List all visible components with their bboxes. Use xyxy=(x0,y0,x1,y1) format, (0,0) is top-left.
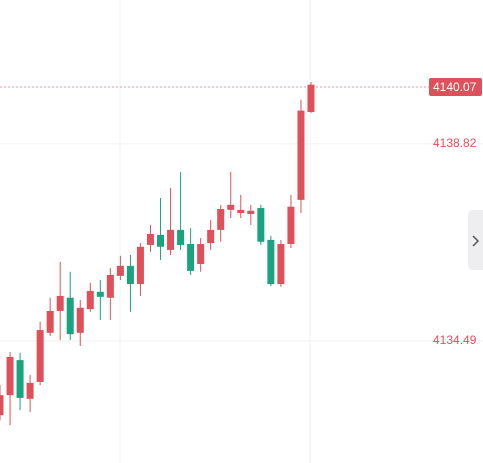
candle-body xyxy=(26,382,34,399)
candle-body xyxy=(167,229,175,250)
candle-body xyxy=(36,330,44,382)
plot: 4134.49 4138.82 xyxy=(0,81,483,426)
candle-body xyxy=(227,204,235,210)
candle-body xyxy=(66,297,74,335)
candle-body xyxy=(267,239,275,285)
last-price-label: 4140.07 xyxy=(433,80,477,94)
candle-body xyxy=(106,274,114,298)
candle-body xyxy=(6,356,14,396)
candle-body xyxy=(217,208,225,230)
candle-body xyxy=(86,290,94,310)
candle-body xyxy=(257,208,265,242)
candle-body xyxy=(307,84,315,112)
candle-body xyxy=(297,110,305,200)
candle-body xyxy=(16,360,24,398)
y-tick-label: 4134.49 xyxy=(433,333,477,347)
candle-body xyxy=(0,395,4,416)
candle-body xyxy=(187,244,195,271)
candle-body xyxy=(277,244,285,285)
candle-body xyxy=(116,265,124,276)
candle-body xyxy=(136,246,144,285)
candle-body xyxy=(96,291,104,297)
candle-body xyxy=(76,307,84,333)
candle-body xyxy=(197,244,205,265)
candle-body xyxy=(287,206,295,245)
tab-bg[interactable] xyxy=(468,210,483,270)
y-tick-label: 4138.82 xyxy=(433,136,477,150)
candle-body xyxy=(247,210,255,214)
candle-body xyxy=(177,229,185,245)
candle-body xyxy=(237,209,245,214)
tab-arrow[interactable] xyxy=(472,235,480,247)
candle-body xyxy=(126,265,134,285)
candle-body xyxy=(157,234,165,247)
candle-body xyxy=(56,295,64,311)
candle-body xyxy=(146,234,154,245)
last-price-box xyxy=(429,77,482,96)
candle-body xyxy=(207,229,215,244)
candle-body xyxy=(46,310,54,333)
side-tab[interactable] xyxy=(468,210,483,270)
